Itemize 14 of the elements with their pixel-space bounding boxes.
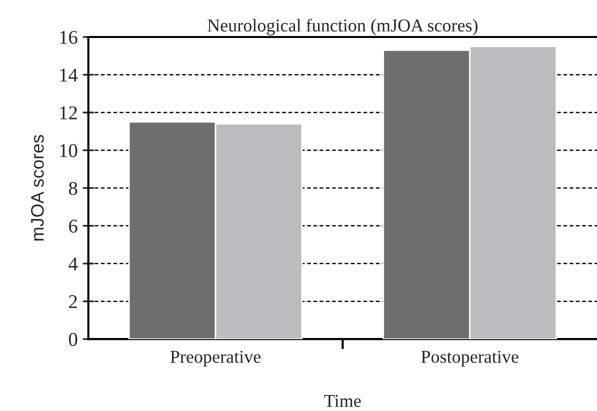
y-tick-label: 16: [60, 30, 78, 44]
y-tick-label: 14: [60, 68, 78, 82]
x-tick-label: Postoperative: [421, 350, 518, 367]
y-tick-label: 8: [68, 182, 78, 195]
x-axis-title: Time: [324, 394, 361, 408]
y-tick-label: 12: [60, 106, 77, 120]
y-tick-label: 0: [68, 332, 78, 346]
y-tick-label: 4: [68, 258, 78, 270]
y-axis-title: mJOA scores: [31, 135, 44, 241]
y-tick-label: 6: [69, 220, 78, 233]
x-tick-label: Preoperative: [170, 350, 261, 367]
chart-title: Neurological function (mJOA scores): [208, 18, 478, 36]
y-tick-label: 10: [60, 144, 78, 158]
y-tick-label: 2: [69, 295, 77, 308]
